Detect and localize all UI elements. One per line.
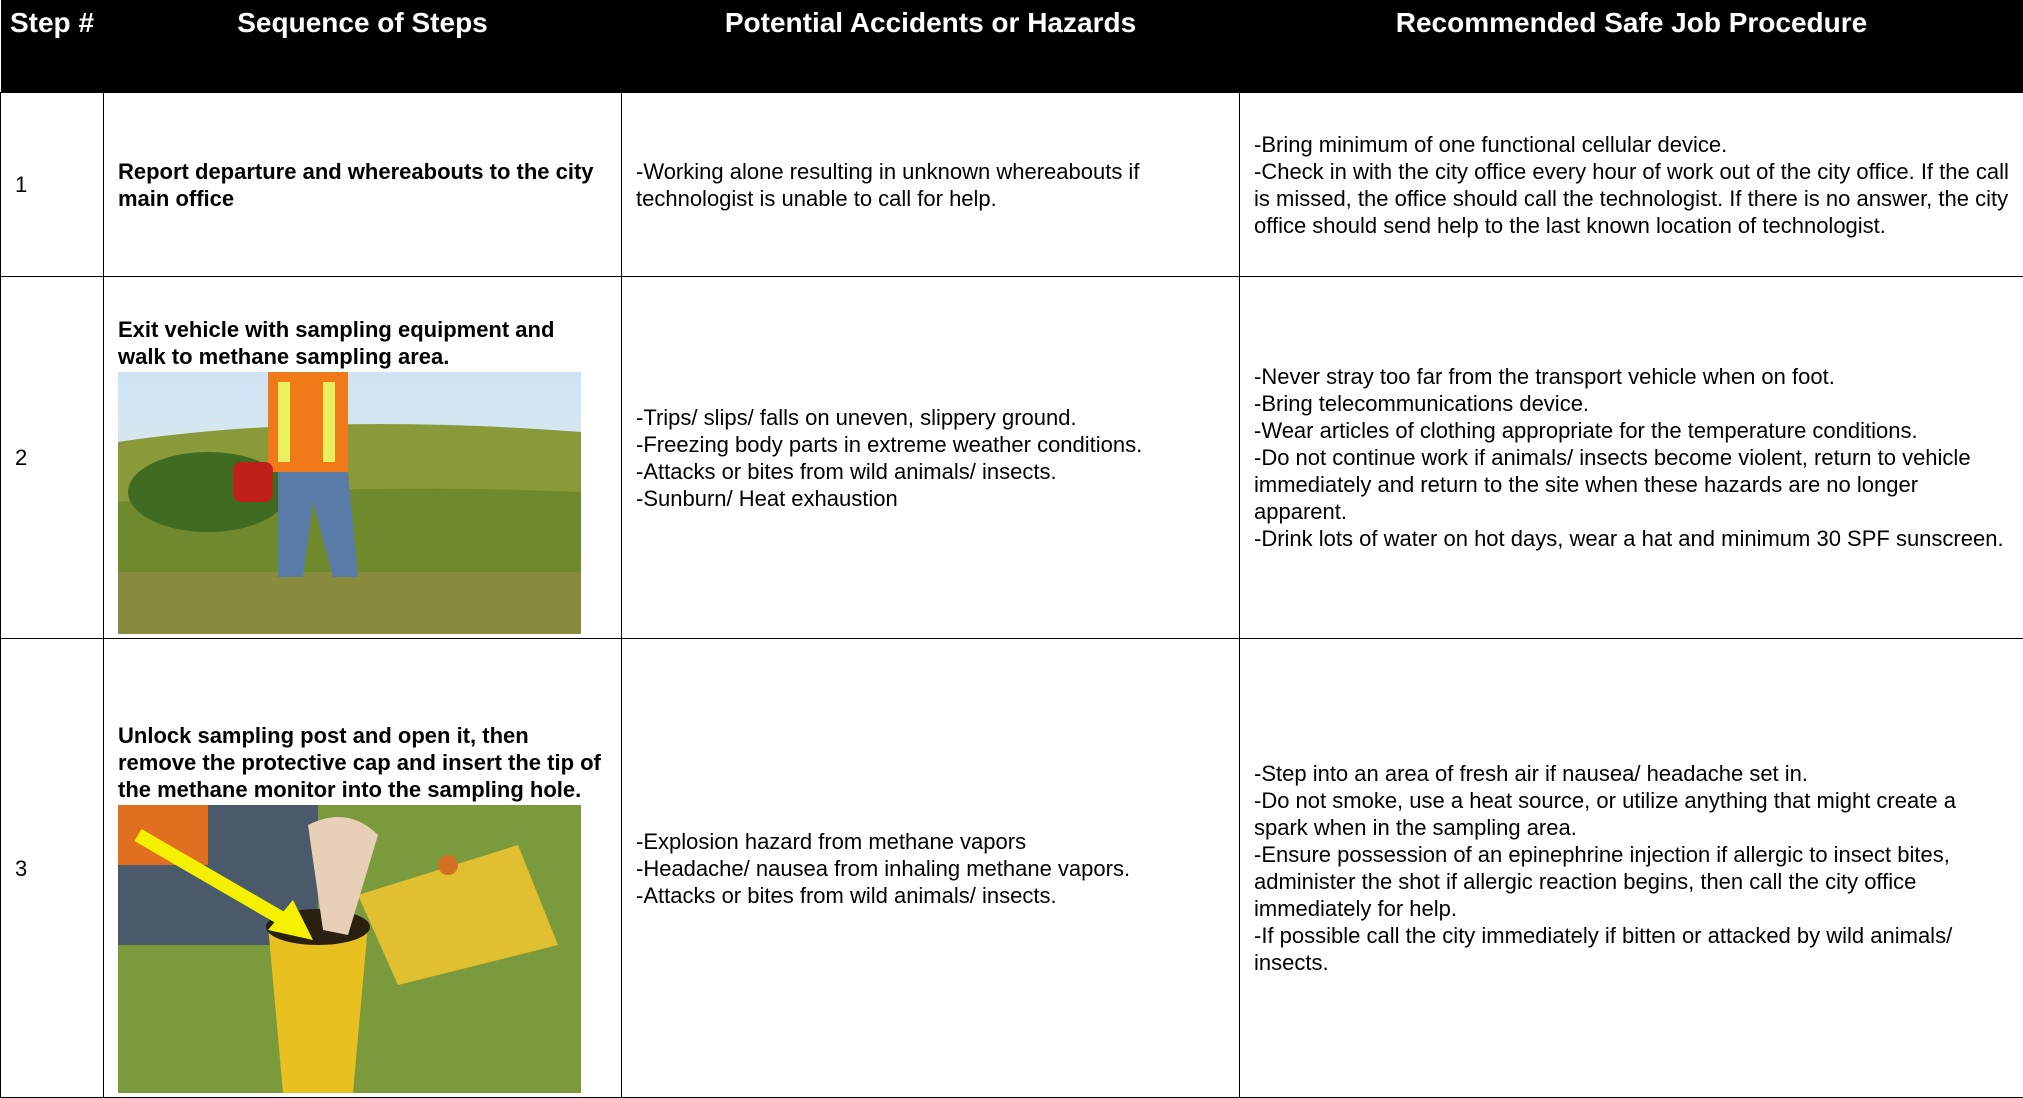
sequence-cell: Report departure and whereabouts to the … [104, 93, 622, 277]
hazards-cell: -Working alone resulting in unknown wher… [622, 93, 1240, 277]
hazards-item: -Attacks or bites from wild animals/ ins… [636, 458, 1225, 485]
procedure-item: -Step into an area of fresh air if nause… [1254, 760, 2009, 787]
header-cell: Potential Accidents or Hazards [622, 0, 1240, 93]
header-cell: Sequence of Steps [104, 0, 622, 93]
procedure-item: -Drink lots of water on hot days, wear a… [1254, 525, 2009, 552]
step-cell: 3 [1, 639, 104, 1098]
header-cell: Recommended Safe Job Procedure [1240, 0, 2023, 93]
table-body: 1 Report departure and whereabouts to the… [1, 93, 2023, 1098]
table-row: 1 Report departure and whereabouts to the… [1, 93, 2023, 277]
procedure-item: -Do not smoke, use a heat source, or uti… [1254, 787, 2009, 841]
sequence-text: Exit vehicle with sampling equipment and… [118, 316, 607, 370]
sequence-cell: Unlock sampling post and open it, then r… [104, 639, 622, 1098]
hazards-item: -Trips/ slips/ falls on uneven, slippery… [636, 404, 1225, 431]
procedure-item: -Ensure possession of an epinephrine inj… [1254, 841, 2009, 922]
hazards-cell: -Trips/ slips/ falls on uneven, slippery… [622, 277, 1240, 639]
sequence-text: Unlock sampling post and open it, then r… [118, 722, 607, 803]
step-cell: 2 [1, 277, 104, 639]
photo-walking [118, 372, 581, 634]
procedure-item: -Never stray too far from the transport … [1254, 363, 2009, 390]
procedure-item: -Wear articles of clothing appropriate f… [1254, 417, 2009, 444]
hazards-item: -Explosion hazard from methane vapors [636, 828, 1225, 855]
hazards-item: -Freezing body parts in extreme weather … [636, 431, 1225, 458]
procedure-item: -Do not continue work if animals/ insect… [1254, 444, 2009, 525]
procedure-item: -Bring telecommunications device. [1254, 390, 2009, 417]
photo-sampling-post [118, 805, 581, 1093]
hazards-item: -Headache/ nausea from inhaling methane … [636, 855, 1225, 882]
step-cell: 1 [1, 93, 104, 277]
procedure-cell: -Never stray too far from the transport … [1240, 277, 2023, 639]
sequence-text: Report departure and whereabouts to the … [118, 158, 607, 212]
table-row: 2 Exit vehicle with sampling equipment an… [1, 277, 2023, 639]
hazards-item: -Working alone resulting in unknown wher… [636, 158, 1225, 212]
hazards-item: -Sunburn/ Heat exhaustion [636, 485, 1225, 512]
procedure-cell: -Step into an area of fresh air if nause… [1240, 639, 2023, 1098]
hazards-cell: -Explosion hazard from methane vapors-He… [622, 639, 1240, 1098]
header-cell: Step # [1, 0, 104, 93]
procedure-item: -Check in with the city office every hou… [1254, 158, 2009, 239]
procedure-item: -Bring minimum of one functional cellula… [1254, 131, 2009, 158]
sequence-cell: Exit vehicle with sampling equipment and… [104, 277, 622, 639]
hazards-item: -Attacks or bites from wild animals/ ins… [636, 882, 1225, 909]
procedure-cell: -Bring minimum of one functional cellula… [1240, 93, 2023, 277]
procedure-item: -If possible call the city immediately i… [1254, 922, 2009, 976]
